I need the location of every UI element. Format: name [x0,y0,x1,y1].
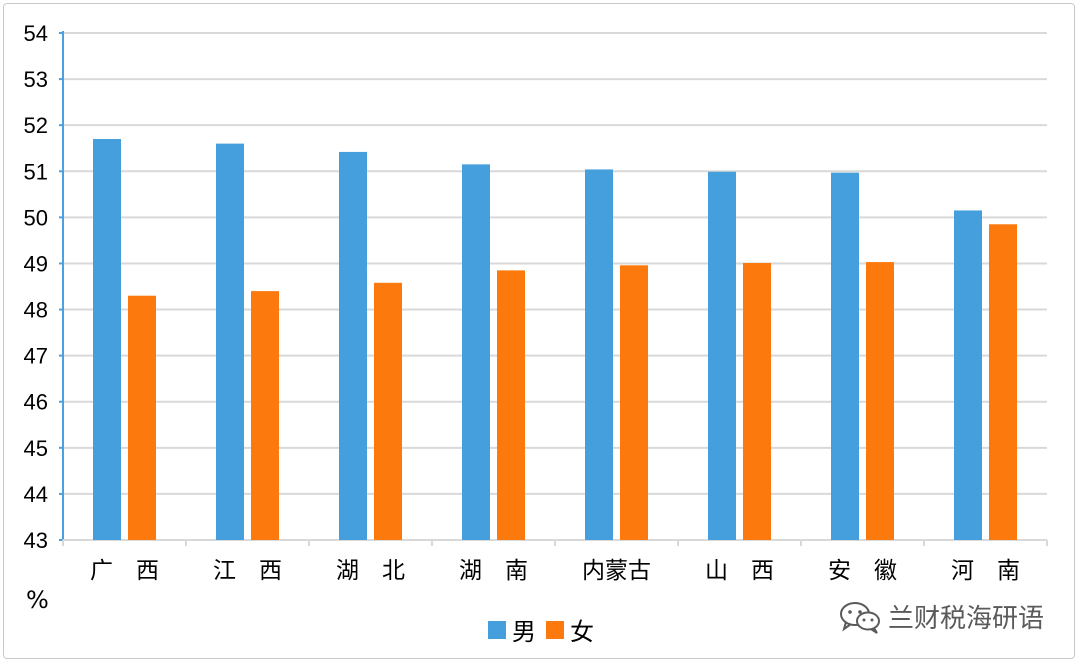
bar-male [954,210,982,540]
watermark: 兰财税海研语 [838,598,1044,635]
x-tick-label: 河 南 [951,558,1020,584]
bar-male [93,139,121,540]
y-tick-label: 43 [24,528,48,553]
x-tick-label: 江 西 [213,558,282,584]
legend-label-female: 女 [570,618,594,646]
bar-female [866,262,894,540]
legend-swatch-female [546,620,564,639]
bar-female [743,262,771,540]
bar-male [585,169,613,541]
y-tick-label: 52 [24,113,48,138]
x-tick-label: 湖 南 [459,558,528,584]
y-tick-label: 54 [24,21,48,46]
chart-frame [3,3,1075,659]
bar-female [128,295,156,540]
bar-female [620,265,648,540]
legend-label-male: 男 [512,618,536,646]
bar-male [216,143,244,541]
x-tick-label: 山 西 [705,558,774,584]
y-tick-label: 48 [24,298,48,323]
bar-male [462,164,490,541]
y-tick-label: 46 [24,390,48,415]
bar-female [251,291,279,540]
legend: 男 女 [488,612,604,647]
bar-male [831,172,859,540]
bar-male [339,151,367,540]
y-tick-label: 53 [24,67,48,92]
x-tick-label: 广 西 [90,558,159,584]
watermark-text: 兰财税海研语 [888,604,1045,634]
legend-item-male: 男 [488,612,536,647]
y-axis-unit-label: % [26,586,49,614]
bar-male [708,171,736,540]
bar-female [989,224,1017,540]
y-tick-label: 45 [24,436,48,461]
y-tick-label: 47 [24,344,48,369]
x-tick-label: 内蒙古 [582,558,651,584]
bar-female [374,282,402,540]
y-tick-label: 50 [24,205,48,230]
x-tick-label: 安 徽 [828,558,897,584]
bar-female [497,270,525,540]
wechat-icon [840,601,880,634]
y-tick-label: 49 [24,251,48,276]
y-tick-label: 44 [24,482,48,507]
y-tick-label: 51 [24,159,48,184]
legend-item-female: 女 [546,612,594,647]
legend-swatch-male [488,620,506,639]
x-tick-label: 湖 北 [336,558,405,584]
